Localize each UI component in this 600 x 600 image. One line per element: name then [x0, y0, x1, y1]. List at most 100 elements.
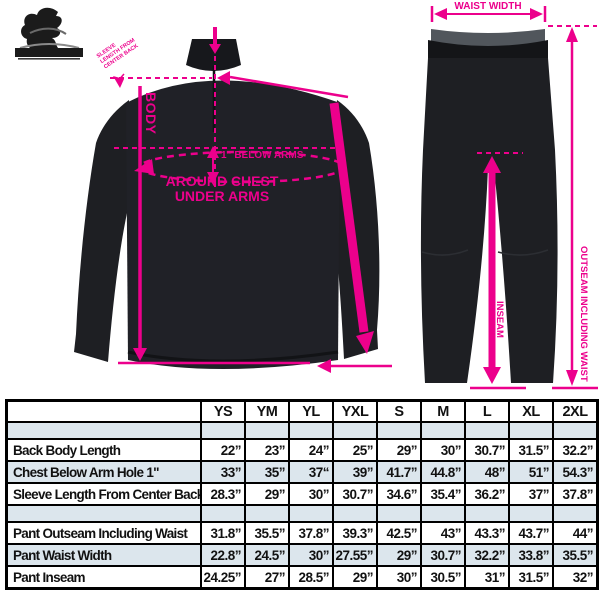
inseam-label: INSEAM — [494, 301, 505, 338]
measurement-value: 37” — [508, 484, 552, 504]
measurement-value: 31.5” — [508, 440, 552, 460]
measurement-value: 29” — [332, 567, 376, 587]
measurement-value: 24” — [288, 440, 332, 460]
measurement-row: Chest Below Arm Hole 1" 33” 35” 37“ 39” 41.7”… — [8, 460, 596, 482]
measurement-row: Pant Outseam Including Waist 31.8” 35.5” 37… — [8, 521, 596, 543]
size-column-header: YL — [288, 402, 332, 421]
measurement-value: 51” — [508, 462, 552, 482]
spacer-cell — [376, 506, 420, 521]
measurement-value: 44.8” — [420, 462, 464, 482]
measurement-label: Chest Below Arm Hole 1" — [13, 464, 160, 480]
measurement-value: 28.3” — [200, 484, 244, 504]
measurement-value: 35.4” — [420, 484, 464, 504]
pants-labels: WAIST WIDTH OUTSEAM INCLUDING WAIST INSE… — [454, 1, 589, 382]
measurement-value: 30.7” — [332, 484, 376, 504]
measurement-value: 30.7” — [464, 440, 508, 460]
size-column-header: M — [420, 402, 464, 421]
spacer-row — [8, 504, 596, 521]
measurement-value: 30” — [420, 440, 464, 460]
measurement-label: Pant Inseam — [13, 569, 86, 585]
around-chest-label-1: AROUND CHEST — [166, 173, 279, 189]
measurement-value: 35.5” — [552, 545, 596, 565]
measurement-value: 32.2” — [464, 545, 508, 565]
measurement-value: 30” — [288, 545, 332, 565]
spacer-cell — [552, 423, 596, 438]
spacer-cell — [420, 506, 464, 521]
brand-logo — [15, 7, 83, 60]
measurement-value: 22.8” — [200, 545, 244, 565]
spacer-cell — [200, 423, 244, 438]
spacer-row — [8, 421, 596, 438]
size-column-header: 2XL — [552, 402, 596, 421]
measurement-value: 32” — [552, 567, 596, 587]
measurement-value: 27” — [244, 567, 288, 587]
measurement-value: 37“ — [288, 462, 332, 482]
measurement-value: 31.8” — [200, 523, 244, 543]
measurement-value: 37.8” — [288, 523, 332, 543]
measurement-value: 34.6” — [376, 484, 420, 504]
spacer-cell — [464, 506, 508, 521]
size-table: YS YM YL YXL S M L XL 2XL Back Body Length 22” 23” 2… — [5, 399, 599, 590]
measurement-row: Sleeve Length From Center Back 28.3” 29” 30… — [8, 482, 596, 504]
measurement-value: 25” — [332, 440, 376, 460]
size-column-header: YM — [244, 402, 288, 421]
size-column-header: S — [376, 402, 420, 421]
outseam-label: OUTSEAM INCLUDING WAIST — [578, 246, 589, 382]
measurement-value: 35.5” — [244, 523, 288, 543]
spacer-cell — [8, 506, 200, 521]
measurement-label: Sleeve Length From Center Back — [13, 486, 200, 502]
measurement-row: Back Body Length 22” 23” 24” 25” 29” 30” 30.7” 3… — [8, 438, 596, 460]
measurement-value: 41.7” — [376, 462, 420, 482]
measurement-value: 39.3” — [332, 523, 376, 543]
spacer-cell — [244, 506, 288, 521]
sleeve-length-band — [329, 102, 369, 333]
spacer-cell — [376, 423, 420, 438]
spacer-cell — [552, 506, 596, 521]
size-column-header: YS — [200, 402, 244, 421]
spacer-cell — [332, 423, 376, 438]
spacer-cell — [288, 423, 332, 438]
measurement-label: Pant Waist Width — [13, 547, 112, 563]
measurement-value: 29” — [376, 440, 420, 460]
measurement-value: 24.25” — [200, 567, 244, 587]
measurement-value: 29” — [244, 484, 288, 504]
measurement-value: 31.5” — [508, 567, 552, 587]
measurement-value: 30” — [288, 484, 332, 504]
corner-cell — [8, 402, 200, 421]
waist-width-label: WAIST WIDTH — [454, 1, 521, 12]
spacer-cell — [420, 423, 464, 438]
measurement-value: 36.2” — [464, 484, 508, 504]
around-chest-label-2: UNDER ARMS — [175, 188, 269, 204]
measurement-value: 37.8” — [552, 484, 596, 504]
measurement-value: 32.2” — [552, 440, 596, 460]
measurement-row: Pant Waist Width 22.8” 24.5” 30” 27.55” 29” 30… — [8, 543, 596, 565]
measurement-value: 43.7” — [508, 523, 552, 543]
measurement-value: 30.5” — [420, 567, 464, 587]
measurement-label: Pant Outseam Including Waist — [13, 525, 188, 541]
body-length-label: BODY — [143, 92, 159, 135]
spacer-cell — [508, 423, 552, 438]
measurement-value: 27.55” — [332, 545, 376, 565]
size-table-header-row: YS YM YL YXL S M L XL 2XL — [8, 402, 596, 421]
measurement-label: Back Body Length — [13, 442, 121, 458]
pants-illustration — [420, 29, 558, 383]
measurement-value: 30.7” — [420, 545, 464, 565]
jacket-measurements — [110, 27, 392, 373]
measurement-value: 23” — [244, 440, 288, 460]
pants-measurements — [430, 6, 598, 390]
measurement-value: 39” — [332, 462, 376, 482]
measurement-value: 48” — [464, 462, 508, 482]
sleeve-note: SLEEVE LENGTH FROM CENTER BACK — [96, 37, 140, 70]
spacer-cell — [244, 423, 288, 438]
measurement-value: 22” — [200, 440, 244, 460]
measurement-value: 30” — [376, 567, 420, 587]
size-column-header: XL — [508, 402, 552, 421]
spacer-cell — [200, 506, 244, 521]
spacer-cell — [332, 506, 376, 521]
measurement-value: 35” — [244, 462, 288, 482]
measurement-value: 31” — [464, 567, 508, 587]
measurement-row: Pant Inseam 24.25” 27” 28.5” 29” 30” 30.5” 31” 3… — [8, 565, 596, 587]
size-column-header: YXL — [332, 402, 376, 421]
measurement-value: 33.8” — [508, 545, 552, 565]
